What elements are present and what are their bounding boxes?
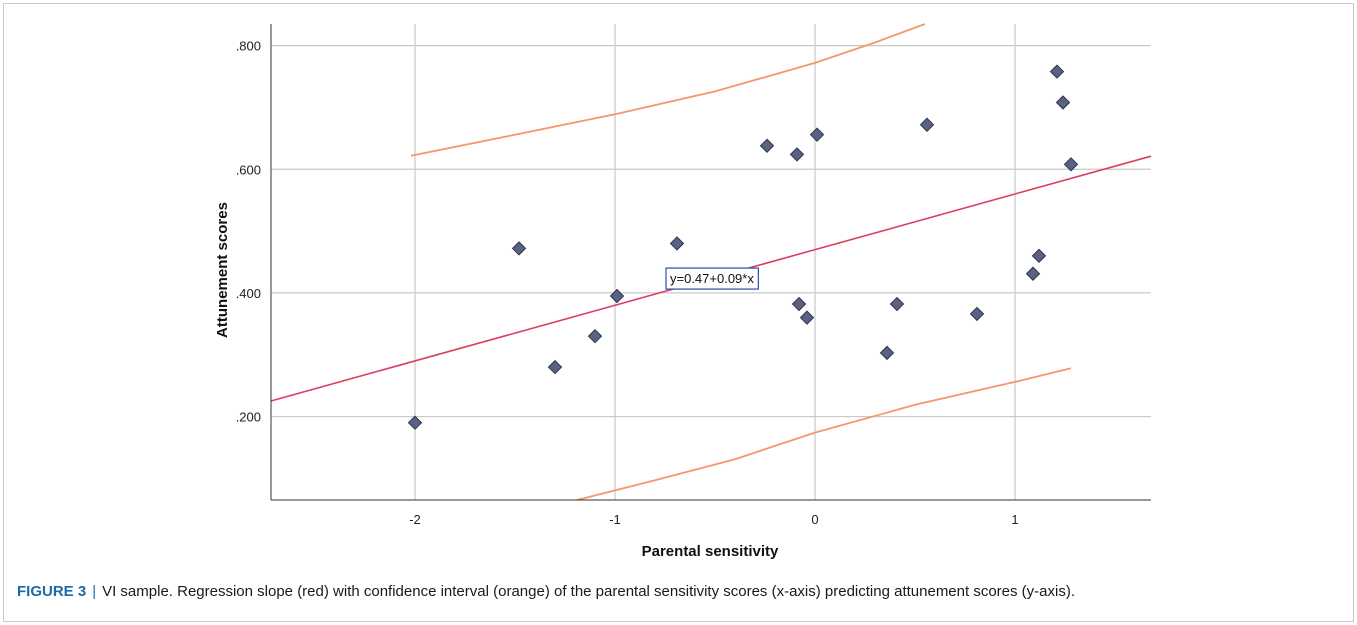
data-point [809, 127, 825, 142]
data-point [919, 117, 935, 132]
figure-caption: FIGURE 3 | VI sample. Regression slope (re… [17, 583, 1075, 600]
y-tick-label: .400 [236, 286, 261, 301]
y-axis-label: Attunement scores [214, 202, 231, 338]
y-tick-label: .800 [236, 39, 261, 54]
data-point [889, 296, 905, 312]
data-point [511, 241, 527, 256]
data-point [547, 359, 563, 375]
data-point [1063, 157, 1079, 172]
x-tick-label: 1 [1011, 512, 1018, 527]
y-tick-label: .200 [236, 410, 261, 425]
labels: Parental sensitivity Attunement scores [214, 202, 779, 560]
confidence-interval [410, 23, 1072, 501]
y-tick-label: .600 [236, 162, 261, 177]
data-point [1049, 64, 1065, 79]
grid-lines [271, 24, 1151, 500]
x-tick-label: -2 [409, 512, 421, 527]
equation-text: y=0.47+0.09*x [670, 271, 754, 286]
tick-labels: -2 -1 0 1 .200 .400 .600 .800 [236, 39, 1019, 527]
data-point [1055, 95, 1071, 110]
figure-frame [3, 3, 1354, 622]
data-point [587, 328, 603, 344]
x-tick-label: -1 [609, 512, 621, 527]
caption-separator: | [92, 583, 97, 600]
data-point [789, 147, 805, 162]
data-point [609, 288, 625, 304]
axes [270, 24, 1151, 501]
scatter-chart: -2 -1 0 1 .200 .400 .600 .800 Parental sensitiv… [214, 23, 1152, 560]
data-point [799, 310, 815, 325]
data-point [759, 138, 775, 153]
caption-text: VI sample. Regression slope (red) with c… [102, 583, 1076, 600]
ci-upper-curve [410, 23, 926, 157]
equation-box [665, 267, 759, 290]
figure-label: FIGURE 3 [17, 583, 87, 600]
data-point [669, 236, 685, 251]
data-point [969, 306, 985, 322]
data-point [407, 415, 423, 430]
data-point [1025, 266, 1041, 281]
data-point [791, 296, 807, 312]
x-tick-label: 0 [811, 512, 818, 527]
ci-lower-curve [576, 367, 1072, 501]
x-axis-label: Parental sensitivity [642, 543, 779, 560]
equation-label: y=0.47+0.09*x [665, 267, 759, 290]
data-points [407, 64, 1079, 430]
data-point [879, 345, 895, 361]
data-point [1031, 248, 1047, 264]
